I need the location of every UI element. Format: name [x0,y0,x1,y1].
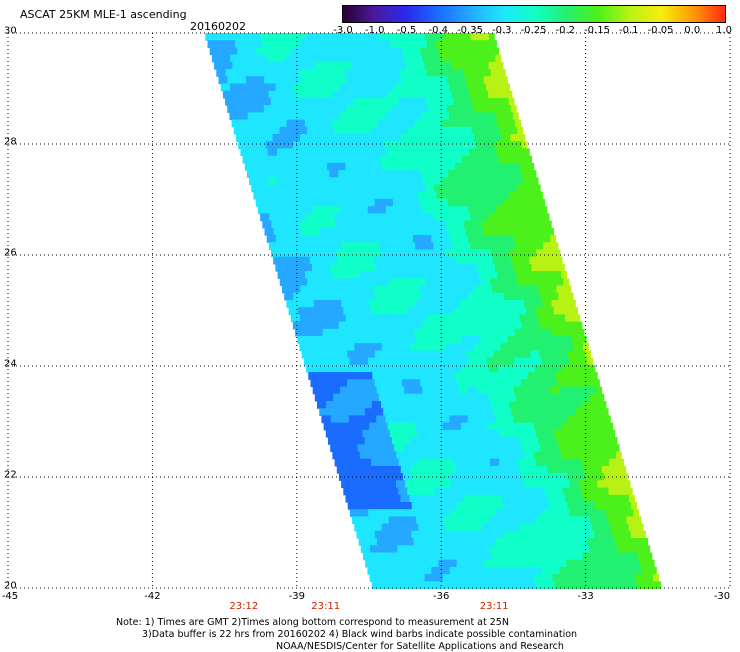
longitude-label: -39 [288,591,305,602]
longitude-label: -33 [577,591,594,602]
colorbar-label: -0.05 [647,25,674,36]
swath-data [205,33,662,590]
latitude-label: 30 [4,25,17,37]
time-label: 23:11 [479,601,509,612]
colorbar-label: 1.0 [716,25,732,36]
colorbar-label: -0.25 [520,25,547,36]
colorbar-label: -0.35 [457,25,483,36]
latitude-label: 24 [4,358,17,370]
footnote-line-3: NOAA/NESDIS/Center for Satellite Applica… [276,640,564,652]
longitude-label: -36 [433,591,450,602]
colorbar-label: -0.1 [618,25,639,36]
colorbar [342,5,726,23]
colorbar-label: -1.0 [364,25,385,36]
colorbar-label: -0.3 [491,25,512,36]
colorbar-label: -3.0 [333,25,353,36]
colorbar-label: -0.5 [396,25,417,36]
latitude-label: 22 [4,469,17,481]
colorbar-label: 0.0 [684,25,701,36]
map-title: ASCAT 25KM MLE-1 ascending [20,8,187,21]
time-label: 23:11 [311,601,341,612]
latitude-label: 26 [4,247,17,259]
map-date: 20160202 [190,20,246,33]
time-label: 23:12 [229,601,259,612]
latitude-label: 20 [4,580,17,592]
colorbar-label: -0.15 [584,25,610,36]
latitude-label: 28 [4,136,17,148]
colorbar-label: -0.2 [555,25,576,36]
footnote-line-2: 3)Data buffer is 22 hrs from 20160202 4)… [142,628,578,640]
footnote-line-1: Note: 1) Times are GMT 2)Times along bot… [116,617,509,628]
colorbar-label: -0.4 [428,25,449,36]
longitude-label: -30 [713,591,731,602]
graticule [7,32,731,589]
footnote: Note: 1) Times are GMT 2)Times along bot… [116,617,577,652]
longitude-label: -42 [144,591,161,602]
longitude-label: -45 [1,591,19,602]
